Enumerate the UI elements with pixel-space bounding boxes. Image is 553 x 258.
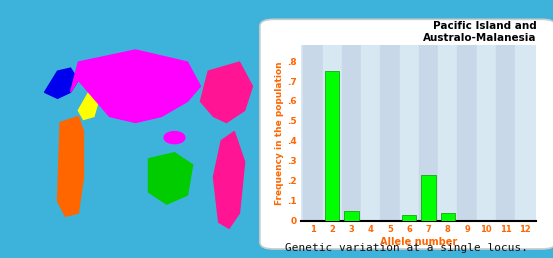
Bar (421, 175, 436, 221)
Polygon shape (45, 68, 79, 98)
Polygon shape (58, 116, 84, 216)
Ellipse shape (164, 132, 185, 144)
X-axis label: Allele number: Allele number (380, 237, 457, 247)
Bar (322, 45, 342, 221)
Bar (515, 45, 535, 221)
Text: Genetic variation at a single locus.: Genetic variation at a single locus. (285, 243, 528, 253)
Bar (400, 45, 419, 221)
Y-axis label: Frequency in the population: Frequency in the population (275, 61, 284, 205)
Bar (342, 45, 361, 221)
Bar (303, 45, 322, 221)
Bar (496, 45, 515, 221)
Bar (380, 45, 400, 221)
Polygon shape (201, 62, 253, 123)
Text: Pacific Island and
Australo-Malanesia: Pacific Island and Australo-Malanesia (423, 21, 536, 43)
Bar (457, 45, 477, 221)
Bar (419, 45, 438, 221)
Polygon shape (71, 50, 201, 123)
Bar (325, 71, 340, 221)
Polygon shape (148, 153, 192, 204)
Bar (361, 45, 380, 221)
Polygon shape (213, 132, 244, 228)
Bar (441, 213, 455, 221)
Bar (438, 45, 457, 221)
Bar (477, 45, 496, 221)
Polygon shape (79, 92, 99, 119)
Bar (345, 211, 359, 221)
Bar (402, 215, 416, 221)
